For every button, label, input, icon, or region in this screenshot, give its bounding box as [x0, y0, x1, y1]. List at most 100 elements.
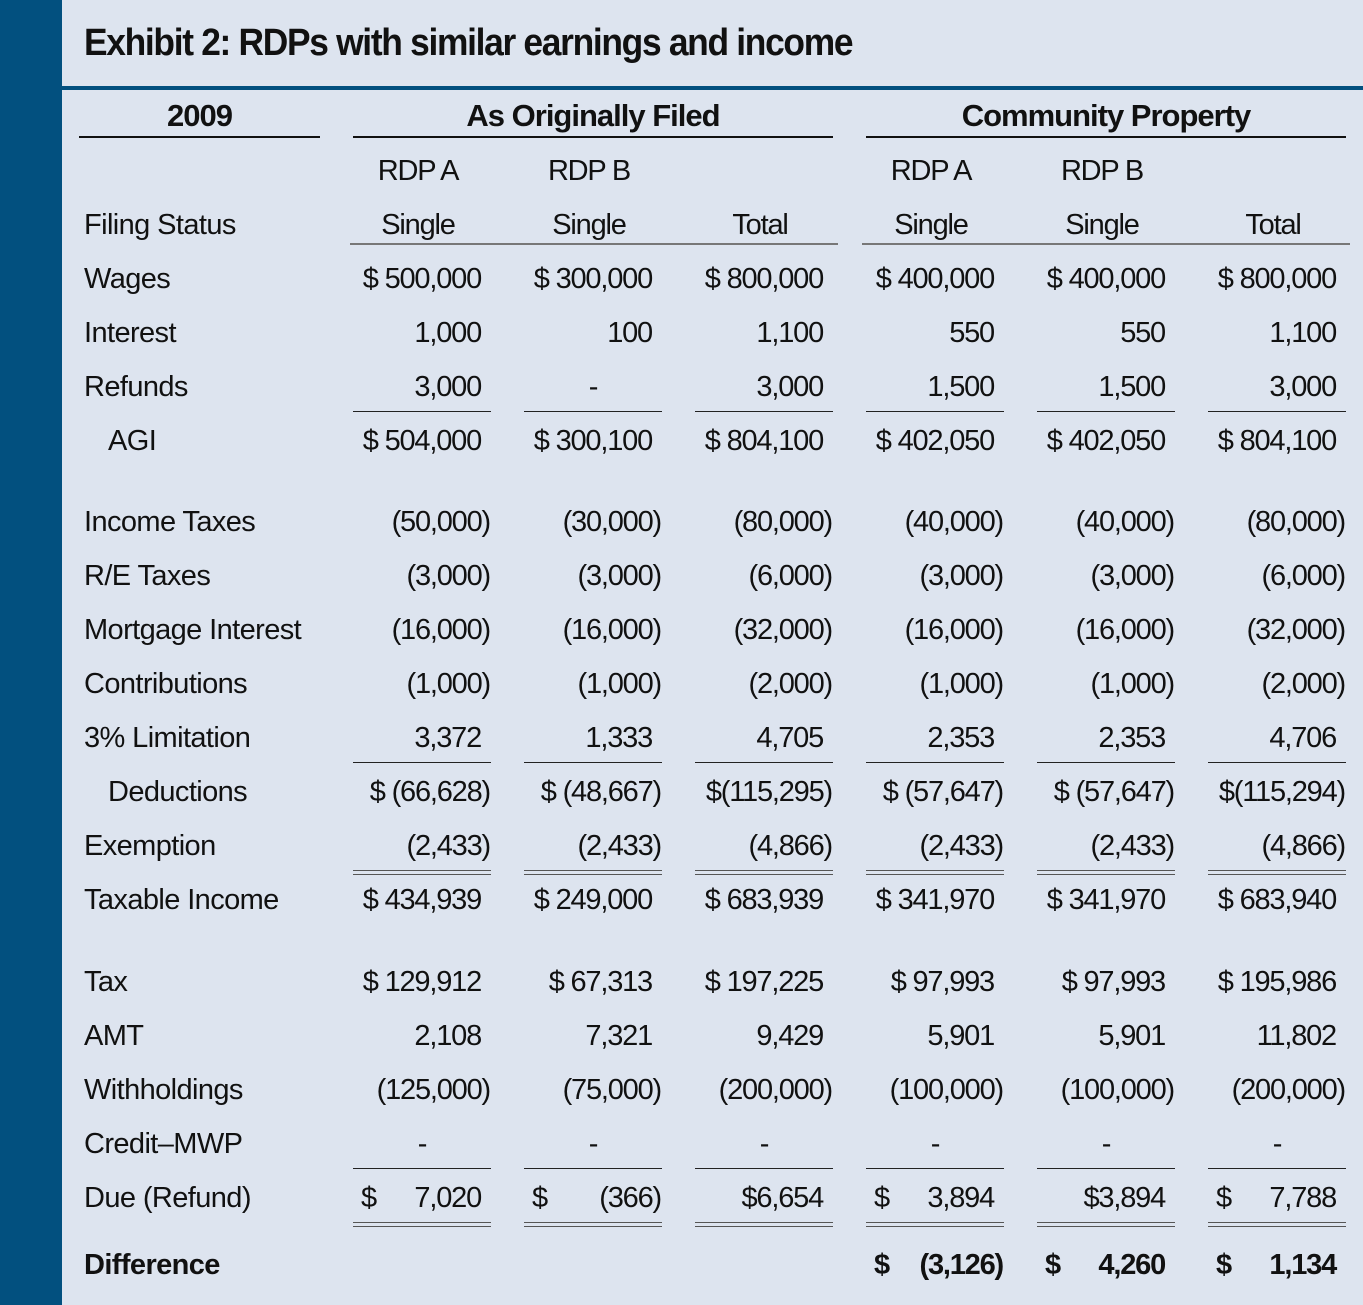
value-cell: $ 402,050: [875, 425, 995, 457]
value-cell: (2,000): [1261, 668, 1347, 700]
dollar-sign: $: [1216, 1182, 1232, 1214]
value-cell: 5,901: [1098, 1020, 1166, 1052]
value-cell: -: [588, 1128, 599, 1160]
column-header: Single: [381, 209, 456, 241]
dollar-sign: $: [1045, 1249, 1061, 1281]
value-cell: (30,000): [562, 506, 663, 538]
row-label: AMT: [84, 1020, 144, 1052]
table-row: 3% Limitation 3,372 1,333 4,705 2,353 2,353 4,…: [0, 718, 1363, 763]
dollar-sign: $: [532, 1182, 548, 1214]
value-cell: -: [930, 1128, 941, 1160]
left-accent-bar: [0, 0, 62, 1305]
row-label: R/E Taxes: [84, 560, 211, 592]
single-underline: [1208, 762, 1346, 763]
value-cell: $ 341,970: [875, 884, 995, 916]
value-cell: $3,894: [1083, 1182, 1167, 1214]
value-cell: (75,000): [562, 1074, 663, 1106]
value-cell: $ 400,000: [1046, 263, 1166, 295]
value-cell: 4,705: [756, 722, 824, 754]
value-cell: -: [417, 1128, 428, 1160]
single-underline: [866, 762, 1004, 763]
value-cell: $ 804,100: [704, 425, 824, 457]
value-cell: $ 402,050: [1046, 425, 1166, 457]
value-cell: (40,000): [904, 506, 1005, 538]
value-cell: $ (57,647): [1053, 776, 1175, 808]
row-label: Exemption: [84, 830, 216, 862]
value-cell: $ 800,000: [1217, 263, 1337, 295]
value-cell: -: [1101, 1128, 1112, 1160]
column-header: Single: [1065, 209, 1140, 241]
single-underline: [695, 411, 833, 412]
value-cell: $ 129,912: [362, 966, 482, 998]
row-label: Income Taxes: [84, 506, 256, 538]
title-divider: [62, 86, 1363, 90]
row-label: Difference: [84, 1249, 220, 1281]
row-label: Taxable Income: [84, 884, 279, 916]
double-underline: [524, 1222, 662, 1227]
single-underline: [1037, 762, 1175, 763]
table-row: Difference $ (3,126) $4,260 $1,134: [0, 1245, 1363, 1285]
value-cell: 3,000: [756, 371, 824, 403]
value-cell: $7,788: [1208, 1182, 1346, 1215]
value-cell: 100: [607, 317, 653, 349]
value-cell: $ (66,628): [369, 776, 491, 808]
double-underline: [866, 1222, 1004, 1227]
value-cell: (1,000): [919, 668, 1005, 700]
table-row: Income Taxes (50,000) (30,000) (80,000) (40,…: [0, 502, 1363, 542]
value-cell: 2,353: [1098, 722, 1166, 754]
table-row: Due (Refund) $7,020 $ (366) $6,654 $3,894 $3,8…: [0, 1178, 1363, 1227]
as-originally-filed-header: As Originally Filed: [353, 98, 833, 138]
value-cell: (125,000): [376, 1074, 492, 1106]
single-underline: [353, 411, 491, 412]
table-row: Interest 1,000 100 1,100 550 550 1,100: [0, 313, 1363, 353]
value-cell: $ 97,993: [1061, 966, 1166, 998]
value-cell: $ 683,940: [1217, 884, 1337, 916]
value-cell: 3,000: [1269, 371, 1337, 403]
value-cell: 3,000: [414, 371, 482, 403]
value-cell: (3,000): [1090, 560, 1176, 592]
value-cell: $ 804,100: [1217, 425, 1337, 457]
value-cell: (2,433): [577, 830, 663, 862]
table-row: Contributions (1,000) (1,000) (2,000) (1,000…: [0, 664, 1363, 704]
value-cell: (2,433): [919, 830, 1005, 862]
header-divider-original: [350, 243, 838, 245]
value-cell: $ 67,313: [548, 966, 653, 998]
single-underline: [1037, 1168, 1175, 1169]
value-cell: 7,321: [585, 1020, 653, 1052]
value-cell: $(115,295): [705, 776, 833, 808]
value-cell: $(115,294): [1218, 776, 1346, 808]
value-cell: $ 683,939: [704, 884, 824, 916]
column-header: RDP B: [547, 155, 631, 187]
double-underline: [524, 870, 662, 875]
value-cell: $ (57,647): [882, 776, 1004, 808]
value-cell: $ 504,000: [362, 425, 482, 457]
double-underline: [1208, 870, 1346, 875]
value-cell: (6,000): [748, 560, 834, 592]
row-label: Interest: [84, 317, 177, 349]
value-cell: (3,000): [577, 560, 663, 592]
header-row: Filing Status Single Single Total Single Sing…: [0, 205, 1363, 245]
value-cell: (50,000): [391, 506, 492, 538]
value-cell: -: [588, 371, 599, 403]
value-cell: (32,000): [733, 614, 834, 646]
value-cell: $ 300,000: [533, 263, 653, 295]
double-underline: [695, 870, 833, 875]
table-row: AMT 2,108 7,321 9,429 5,901 5,901 11,802: [0, 1016, 1363, 1056]
value-cell: (40,000): [1075, 506, 1176, 538]
value-cell: $ 300,100: [533, 425, 653, 457]
amount: 4,260: [1098, 1249, 1166, 1281]
single-underline: [1037, 411, 1175, 412]
single-underline: [353, 762, 491, 763]
single-underline: [524, 411, 662, 412]
value-cell: (2,433): [1090, 830, 1176, 862]
double-underline: [1208, 1222, 1346, 1227]
value-cell: (16,000): [1075, 614, 1176, 646]
value-cell: (4,866): [748, 830, 834, 862]
community-property-header: Community Property: [866, 98, 1346, 138]
column-header: Single: [552, 209, 627, 241]
value-cell: 2,108: [414, 1020, 482, 1052]
value-cell: $ 341,970: [1046, 884, 1166, 916]
amount: 7,020: [414, 1182, 482, 1214]
value-cell: 9,429: [756, 1020, 824, 1052]
row-label: 3% Limitation: [84, 722, 251, 754]
